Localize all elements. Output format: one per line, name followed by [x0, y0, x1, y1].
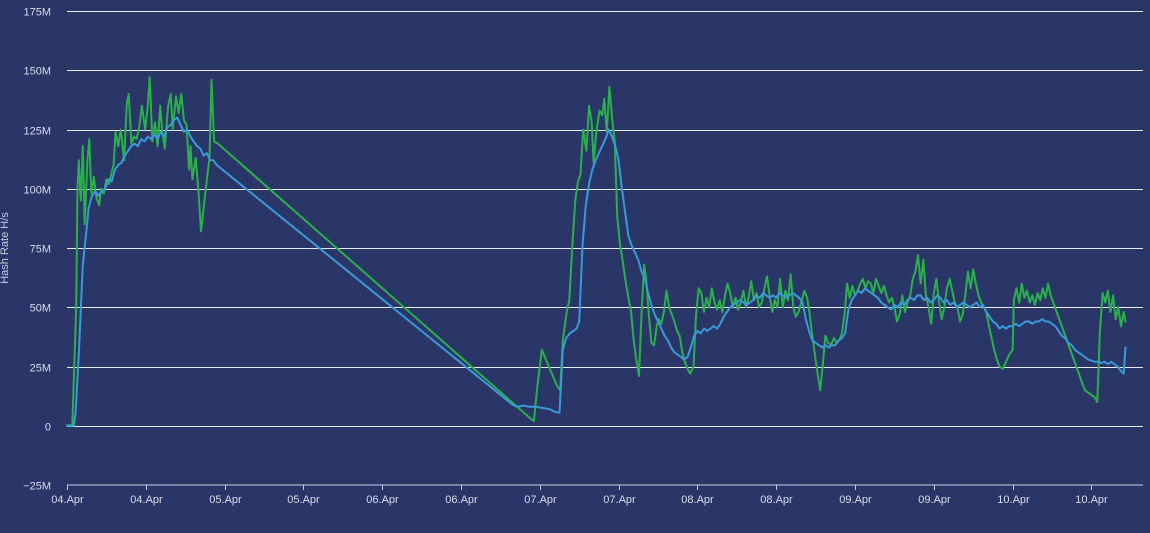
x-tick-label: 09.Apr	[918, 494, 951, 506]
x-tick-label: 06.Apr	[445, 494, 478, 506]
series-lines	[66, 76, 1127, 427]
x-tick-label: 04.Apr	[130, 494, 163, 506]
y-axis-tick-labels: −25M 0 25M 50M 75M 100M 125M 150M 175M	[23, 7, 51, 493]
x-tick-label: 07.Apr	[603, 494, 636, 506]
x-tick-label: 05.Apr	[209, 494, 242, 506]
y-tick-label: 0	[45, 422, 51, 434]
y-tick-label: 75M	[30, 244, 51, 256]
series-line-2	[66, 116, 1127, 427]
y-tick-label: 100M	[23, 185, 51, 197]
y-tick-label: −25M	[23, 481, 51, 493]
series-line-1	[66, 76, 1127, 427]
x-tick-label: 06.Apr	[366, 494, 399, 506]
y-tick-label: 125M	[23, 126, 51, 138]
y-tick-label: 25M	[30, 363, 51, 375]
x-tick-label: 10.Apr	[1075, 494, 1108, 506]
y-tick-label: 150M	[23, 66, 51, 78]
x-tick-label: 09.Apr	[839, 494, 872, 506]
x-tick-label: 05.Apr	[287, 494, 320, 506]
x-tick-label: 10.Apr	[997, 494, 1030, 506]
x-axis: 04.Apr 04.Apr 05.Apr 05.Apr 06.Apr 06.Apr 07.A…	[51, 484, 1143, 506]
x-tick-label: 08.Apr	[760, 494, 793, 506]
y-axis-title: Hash Rate H/s	[0, 212, 11, 284]
y-tick-label: 50M	[30, 303, 51, 315]
y-tick-label: 175M	[23, 7, 51, 19]
x-tick-label: 04.Apr	[51, 494, 84, 506]
x-tick-label: 07.Apr	[524, 494, 557, 506]
x-tick-label: 08.Apr	[681, 494, 714, 506]
